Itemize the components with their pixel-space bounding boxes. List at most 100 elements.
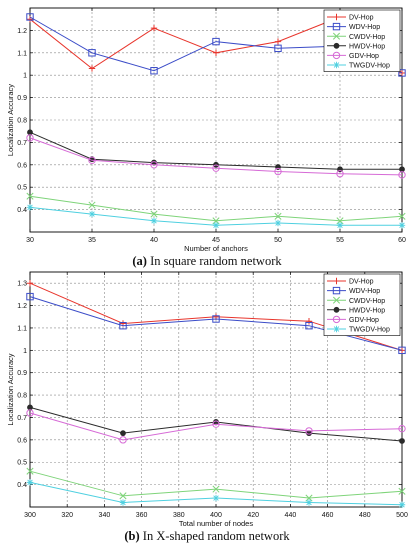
point-wdv-hop <box>88 49 96 57</box>
point-cwdv-hop <box>398 212 406 220</box>
caption-a-text: In square random network <box>146 254 282 268</box>
x-tick-label: 360 <box>136 512 148 519</box>
x-tick-label: 40 <box>150 237 158 244</box>
legend-label-gdv-hop: GDV-Hop <box>349 317 379 324</box>
x-tick-label: 50 <box>274 237 282 244</box>
x-tick-label: 35 <box>88 237 96 244</box>
x-tick-label: 45 <box>212 237 220 244</box>
point-wdv-hop <box>212 315 220 323</box>
x-tick-label: 340 <box>99 512 111 519</box>
legend-marker-dv-hop <box>333 277 340 285</box>
y-tick-label: 0.6 <box>17 437 27 444</box>
point-hwdv-hop <box>120 430 126 437</box>
x-tick-label: 420 <box>247 512 259 519</box>
caption-b-letter: (b) <box>124 529 140 543</box>
legend-label-twgdv-hop: TWGDV-Hop <box>349 327 390 334</box>
point-gdv-hop <box>305 427 313 435</box>
point-dv-hop <box>274 38 282 45</box>
point-wdv-hop <box>26 13 34 21</box>
legend-label-twgdv-hop: TWGDV-Hop <box>349 63 390 70</box>
x-tick-label: 440 <box>285 512 297 519</box>
point-wdv-hop <box>212 37 220 46</box>
x-axis-label: Total number of nodes <box>179 519 253 528</box>
point-hwdv-hop <box>399 438 405 444</box>
point-twgdv-hop <box>305 499 313 506</box>
legend: DV-Hop WDV-Hop CWDV-Hop HWDV-Hop GDV-Hop TWGD… <box>323 9 401 72</box>
point-wdv-hop <box>26 292 34 301</box>
caption-b: (b) In X-shaped random network <box>0 529 414 544</box>
y-tick-label: 1.1 <box>17 50 27 57</box>
legend-marker-cwdv-hop <box>332 296 341 304</box>
point-twgdv-hop <box>119 499 127 506</box>
y-tick-label: 1.2 <box>17 303 27 310</box>
chart-a: 30 35 40 45 50 55 60 0.4 0.5 0.6 0.7 0.8 0.9 1 1.1 1.2 N… <box>6 7 406 253</box>
legend-marker-cwdv-hop <box>332 32 341 40</box>
point-wdv-hop <box>398 346 406 355</box>
y-tick-label: 0.8 <box>17 118 27 125</box>
point-dv-hop <box>150 24 158 32</box>
y-tick-label: 0.7 <box>17 140 27 147</box>
point-dv-hop <box>88 65 96 72</box>
x-tick-label: 380 <box>173 512 185 519</box>
legend-label-hwdv-hop: HWDV-Hop <box>349 43 385 50</box>
point-gdv-hop <box>274 167 282 176</box>
legend-label-gdv-hop: GDV-Hop <box>349 53 379 60</box>
plot-frame <box>29 271 403 508</box>
y-tick-label: 0.5 <box>17 460 27 467</box>
point-gdv-hop <box>26 409 34 417</box>
point-gdv-hop <box>398 171 406 179</box>
y-tick-label: 0.7 <box>17 415 27 422</box>
y-tick-label: 1.1 <box>17 325 27 332</box>
y-tick-label: 1 <box>23 73 27 80</box>
legend-marker-dv-hop <box>333 13 340 21</box>
y-tick-label: 0.9 <box>17 95 27 102</box>
x-tick-label: 30 <box>26 237 34 244</box>
y-tick-label: 0.8 <box>17 393 27 400</box>
y-tick-label: 0.5 <box>17 185 27 192</box>
legend-label-hwdv-hop: HWDV-Hop <box>349 307 385 314</box>
point-dv-hop <box>212 49 220 56</box>
point-gdv-hop <box>212 164 220 172</box>
point-twgdv-hop <box>398 501 406 508</box>
legend-marker-gdv-hop <box>332 315 341 324</box>
legend: DV-Hop WDV-Hop CWDV-Hop HWDV-Hop GDV-Hop TWGD… <box>323 273 401 336</box>
point-twgdv-hop <box>26 204 34 211</box>
legend-marker-hwdv-hop <box>333 42 340 49</box>
y-tick-label: 1.3 <box>17 281 27 288</box>
x-tick-label: 480 <box>359 512 371 519</box>
point-cwdv-hop <box>119 492 127 500</box>
y-axis-label: Localization Accuracy <box>6 84 15 156</box>
point-twgdv-hop <box>26 479 34 486</box>
legend-marker-twgdv-hop <box>333 61 340 69</box>
caption-a: (a) In square random network <box>0 254 414 269</box>
legend-marker-hwdv-hop <box>333 306 340 313</box>
point-cwdv-hop <box>212 485 220 493</box>
y-tick-label: 1 <box>23 348 27 355</box>
legend-marker-wdv-hop <box>332 286 341 295</box>
x-tick-label: 320 <box>61 512 73 519</box>
series-line-gdv-hop <box>29 137 403 176</box>
point-cwdv-hop <box>26 467 34 475</box>
point-twgdv-hop <box>88 210 96 218</box>
point-cwdv-hop <box>26 192 34 200</box>
plot-frame <box>29 7 403 233</box>
legend-label-cwdv-hop: CWDV-Hop <box>349 298 385 305</box>
caption-a-letter: (a) <box>132 254 147 268</box>
point-hwdv-hop <box>399 166 405 173</box>
point-gdv-hop <box>336 170 344 178</box>
point-dv-hop <box>305 318 313 325</box>
legend-label-dv-hop: DV-Hop <box>349 279 374 286</box>
legend-label-cwdv-hop: CWDV-Hop <box>349 34 385 41</box>
point-hwdv-hop <box>27 404 33 411</box>
legend-label-wdv-hop: WDV-Hop <box>349 288 380 295</box>
point-wdv-hop <box>150 67 158 75</box>
point-gdv-hop <box>150 161 158 169</box>
legend-marker-gdv-hop <box>332 51 341 60</box>
x-axis-label: Number of anchors <box>184 244 248 253</box>
x-tick-label: 500 <box>396 512 408 519</box>
point-twgdv-hop <box>212 222 220 229</box>
x-tick-label: 60 <box>398 237 406 244</box>
y-tick-label: 0.4 <box>17 207 27 214</box>
legend-label-dv-hop: DV-Hop <box>349 15 374 22</box>
point-twgdv-hop <box>150 217 158 224</box>
